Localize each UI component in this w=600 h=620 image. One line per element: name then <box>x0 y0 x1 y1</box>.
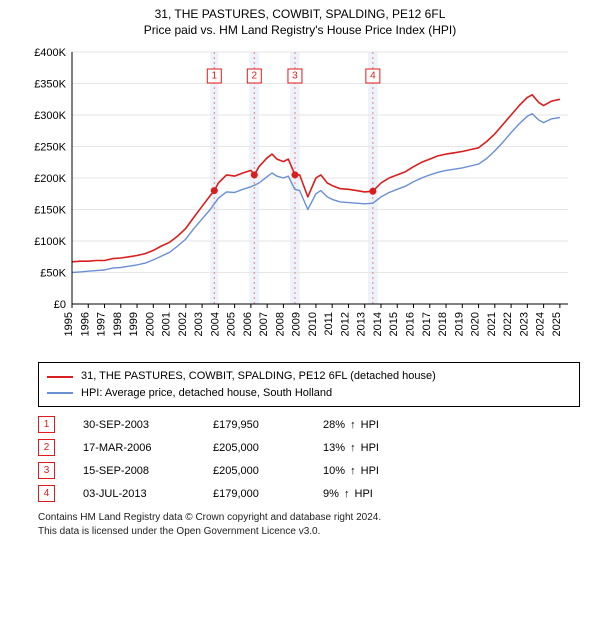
svg-text:£400K: £400K <box>34 47 66 59</box>
transaction-price: £205,000 <box>213 465 323 477</box>
legend-label: 31, THE PASTURES, COWBIT, SPALDING, PE12… <box>81 368 436 385</box>
transaction-pct: 10% ↑ HPI <box>323 465 413 477</box>
svg-text:1995: 1995 <box>63 312 75 336</box>
svg-text:£100K: £100K <box>34 236 66 248</box>
chart-titles: 31, THE PASTURES, COWBIT, SPALDING, PE12… <box>0 0 600 40</box>
svg-text:2015: 2015 <box>388 312 400 336</box>
svg-text:2001: 2001 <box>161 312 173 336</box>
svg-text:2009: 2009 <box>291 312 303 336</box>
svg-text:2002: 2002 <box>177 312 189 336</box>
svg-text:1999: 1999 <box>128 312 140 336</box>
up-arrow-icon: ↑ <box>350 465 356 477</box>
svg-text:2018: 2018 <box>437 312 449 336</box>
footer-line2: This data is licensed under the Open Gov… <box>38 525 580 539</box>
transaction-marker: 3 <box>38 462 55 479</box>
svg-text:2020: 2020 <box>470 312 482 336</box>
footer-attribution: Contains HM Land Registry data © Crown c… <box>38 511 580 538</box>
transaction-price: £179,950 <box>213 419 323 431</box>
svg-text:1998: 1998 <box>112 312 124 336</box>
svg-text:1: 1 <box>212 71 218 82</box>
transaction-date: 17-MAR-2006 <box>83 442 213 454</box>
svg-text:1996: 1996 <box>79 312 91 336</box>
transaction-row: 3 15-SEP-2008£205,00010% ↑ HPI <box>38 459 580 482</box>
transaction-price: £205,000 <box>213 442 323 454</box>
svg-text:2: 2 <box>252 71 258 82</box>
svg-text:2019: 2019 <box>453 312 465 336</box>
svg-text:2017: 2017 <box>421 312 433 336</box>
up-arrow-icon: ↑ <box>350 442 356 454</box>
svg-text:2000: 2000 <box>144 312 156 336</box>
svg-text:2021: 2021 <box>486 312 498 336</box>
legend-label: HPI: Average price, detached house, Sout… <box>81 385 332 402</box>
transaction-pct: 9% ↑ HPI <box>323 488 413 500</box>
legend: 31, THE PASTURES, COWBIT, SPALDING, PE12… <box>38 362 580 407</box>
transaction-date: 30-SEP-2003 <box>83 419 213 431</box>
transaction-row: 1 30-SEP-2003£179,95028% ↑ HPI <box>38 413 580 436</box>
svg-text:£300K: £300K <box>34 110 66 122</box>
svg-text:2003: 2003 <box>193 312 205 336</box>
transaction-date: 03-JUL-2013 <box>83 488 213 500</box>
svg-text:2010: 2010 <box>307 312 319 336</box>
transaction-date: 15-SEP-2008 <box>83 465 213 477</box>
title-address: 31, THE PASTURES, COWBIT, SPALDING, PE12… <box>4 6 596 22</box>
transaction-pct: 28% ↑ HPI <box>323 419 413 431</box>
svg-text:3: 3 <box>292 71 298 82</box>
price-chart: £0 £50K £100K £150K £200K £250K £300K £350K £400… <box>20 44 580 354</box>
transaction-price: £179,000 <box>213 488 323 500</box>
transaction-marker: 2 <box>38 439 55 456</box>
svg-text:2024: 2024 <box>535 312 547 336</box>
legend-row: HPI: Average price, detached house, Sout… <box>47 385 571 402</box>
chart-area: £0 £50K £100K £150K £200K £250K £300K £350K £400… <box>20 44 580 354</box>
svg-text:2007: 2007 <box>258 312 270 336</box>
transaction-row: 2 17-MAR-2006£205,00013% ↑ HPI <box>38 436 580 459</box>
transaction-marker: 1 <box>38 416 55 433</box>
svg-text:2005: 2005 <box>226 312 238 336</box>
svg-text:£150K: £150K <box>34 205 66 217</box>
svg-text:2025: 2025 <box>551 312 563 336</box>
legend-row: 31, THE PASTURES, COWBIT, SPALDING, PE12… <box>47 368 571 385</box>
transactions-table: 1 30-SEP-2003£179,95028% ↑ HPI 2 17-MAR-200… <box>38 413 580 505</box>
svg-text:£200K: £200K <box>34 173 66 185</box>
svg-text:£250K: £250K <box>34 142 66 154</box>
transaction-row: 4 03-JUL-2013£179,0009% ↑ HPI <box>38 482 580 505</box>
svg-text:2006: 2006 <box>242 312 254 336</box>
transaction-marker: 4 <box>38 485 55 502</box>
svg-text:2012: 2012 <box>339 312 351 336</box>
svg-text:4: 4 <box>370 71 376 82</box>
legend-swatch <box>47 376 73 378</box>
up-arrow-icon: ↑ <box>344 488 350 500</box>
svg-text:2014: 2014 <box>372 312 384 336</box>
svg-text:£50K: £50K <box>40 268 66 280</box>
legend-swatch <box>47 392 73 394</box>
footer-line1: Contains HM Land Registry data © Crown c… <box>38 511 580 525</box>
svg-text:2004: 2004 <box>209 312 221 336</box>
svg-text:1997: 1997 <box>96 312 108 336</box>
transaction-pct: 13% ↑ HPI <box>323 442 413 454</box>
title-subtitle: Price paid vs. HM Land Registry's House … <box>4 22 596 38</box>
svg-text:£0: £0 <box>54 299 66 311</box>
svg-text:2013: 2013 <box>356 312 368 336</box>
svg-text:2023: 2023 <box>518 312 530 336</box>
up-arrow-icon: ↑ <box>350 419 356 431</box>
svg-text:£350K: £350K <box>34 79 66 91</box>
svg-text:2016: 2016 <box>405 312 417 336</box>
svg-text:2008: 2008 <box>274 312 286 336</box>
svg-text:2011: 2011 <box>323 312 335 336</box>
svg-text:2022: 2022 <box>502 312 514 336</box>
